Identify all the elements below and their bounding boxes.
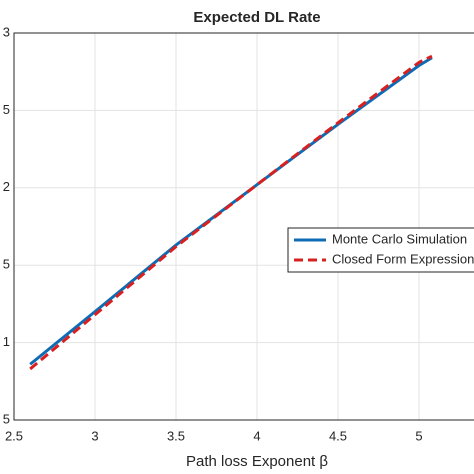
x-axis-label: Path loss Exponent β	[186, 453, 328, 470]
x-tick-label: 4	[253, 428, 260, 443]
x-tick-label: 4.5	[329, 428, 347, 443]
legend-label: Monte Carlo Simulation	[332, 231, 467, 246]
series-line	[29, 56, 433, 366]
y-tick-label: 3	[3, 24, 10, 39]
axes-box	[13, 32, 474, 421]
y-tick-label: 1	[3, 334, 10, 349]
x-tick-label: 3.5	[167, 428, 185, 443]
y-tick-label: 5	[3, 257, 10, 272]
y-tick-label: 5	[3, 102, 10, 117]
series-line	[29, 54, 433, 371]
x-tick-label: 3	[91, 428, 98, 443]
x-tick-label: 5	[415, 428, 422, 443]
x-tick-label: 2.5	[5, 428, 23, 443]
y-tick-label: 2	[3, 179, 10, 194]
legend-label: Closed Form Expression	[332, 251, 474, 266]
legend-box	[287, 227, 474, 273]
chart-title: Expected DL Rate	[193, 9, 320, 26]
y-tick-label: 5	[3, 411, 10, 426]
